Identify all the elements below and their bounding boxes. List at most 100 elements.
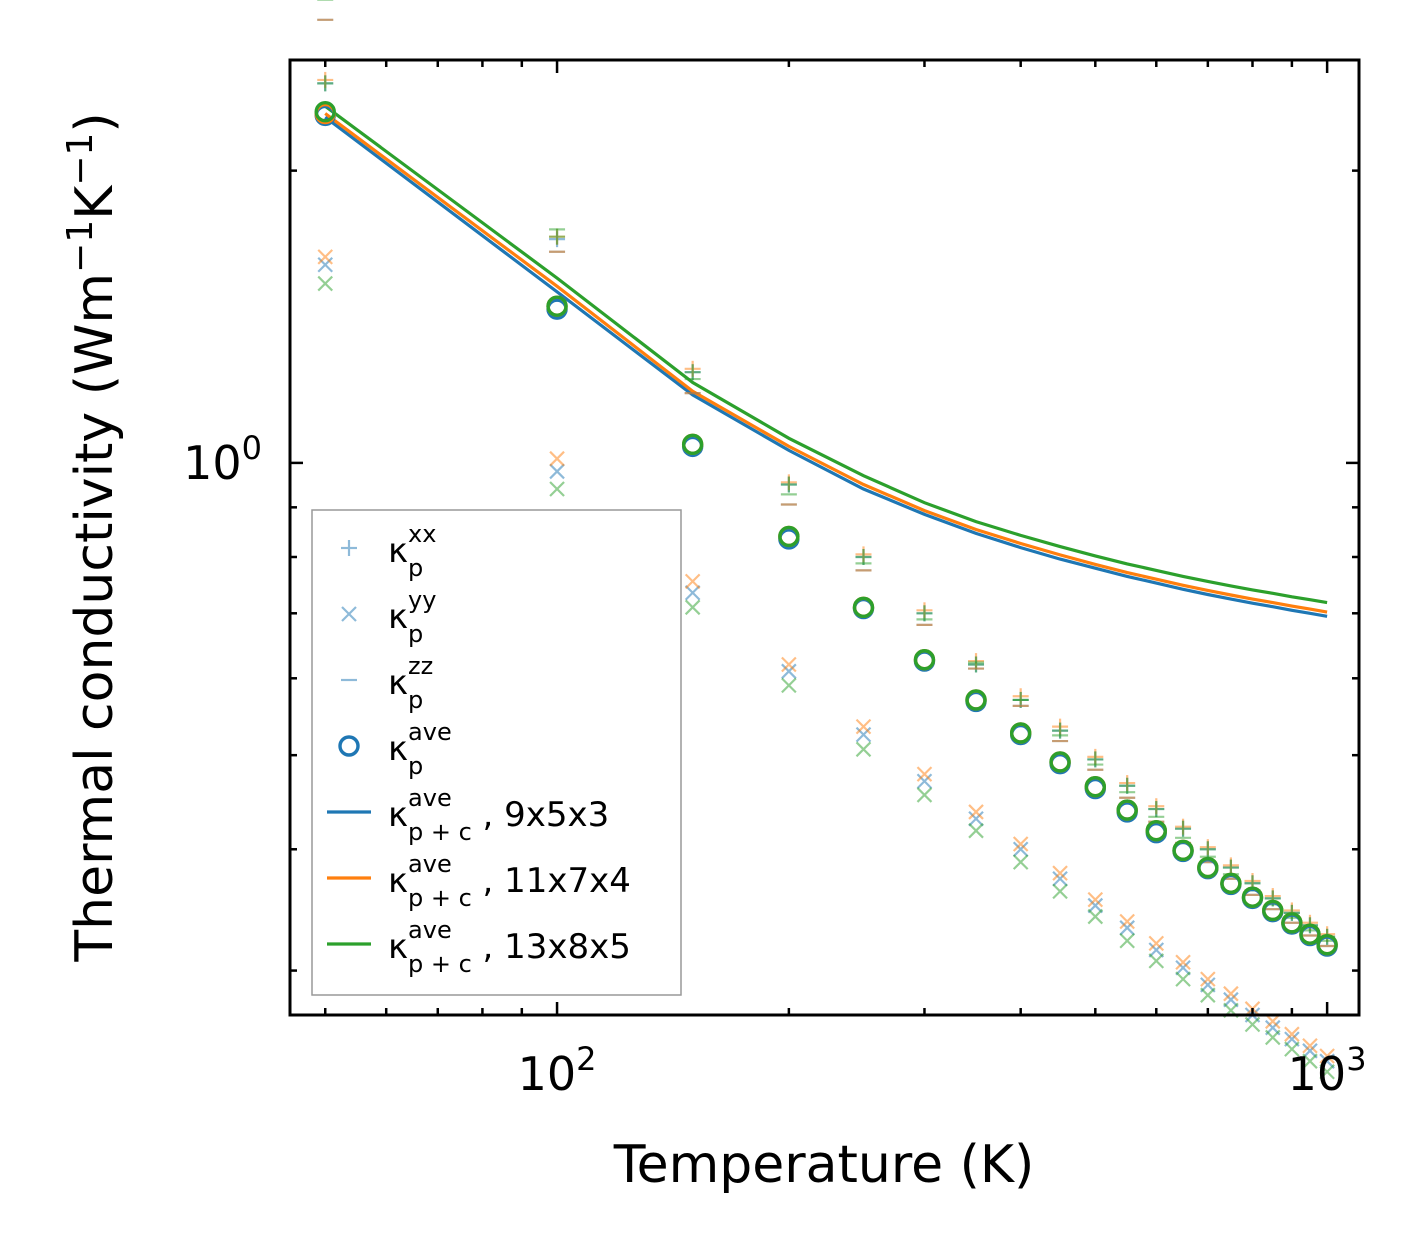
legend-marker-3 — [338, 735, 360, 757]
point-yy-blue-350 — [968, 810, 984, 827]
point-yy-blue-500 — [1087, 897, 1104, 914]
point-yy-blue-50 — [317, 256, 334, 273]
axes-frame — [288, 58, 1361, 1017]
point-yy-blue-150 — [684, 584, 701, 601]
point-yy-green-600 — [1148, 953, 1165, 969]
points-layer — [314, 0, 1338, 1080]
point-ave-green-350 — [965, 689, 987, 711]
point-yy-green-100 — [549, 481, 565, 497]
point-ave-green-400 — [1009, 722, 1032, 744]
point-yy-orange-550 — [1119, 913, 1135, 930]
y-axis-label: Thermal conductivity (Wm−1K−1) — [60, 112, 125, 962]
point-ave-green-750 — [1220, 872, 1242, 894]
point-yy-blue-100 — [549, 463, 565, 480]
point-yy-blue-450 — [1052, 870, 1068, 887]
y-axis-label-text: Thermal conductivity (Wm — [65, 273, 125, 963]
point-yy-green-550 — [1119, 932, 1135, 949]
legend-label-6: κave p + c, 13x8x5 — [388, 916, 631, 978]
point-xx-green-150 — [684, 364, 701, 381]
point-yy-green-700 — [1200, 987, 1216, 1003]
point-xx-green-650 — [1175, 820, 1192, 837]
point-ave-green-900 — [1281, 912, 1303, 934]
point-ave-green-300 — [913, 649, 936, 671]
point-ave-green-1000 — [1316, 933, 1338, 956]
legend-box — [311, 509, 682, 996]
point-yy-orange-700 — [1200, 971, 1216, 987]
point-ave-green-600 — [1145, 820, 1167, 842]
point-yy-blue-300 — [916, 773, 933, 790]
point-ave-green-150 — [681, 433, 704, 456]
point-yy-orange-350 — [968, 804, 984, 820]
point-yy-orange-500 — [1087, 891, 1104, 908]
point-yy-orange-50 — [317, 249, 334, 265]
point-yy-blue-650 — [1175, 959, 1191, 976]
x-axis-label: Temperature (K) — [613, 1135, 1035, 1195]
point-yy-orange-650 — [1175, 954, 1191, 971]
series-line-13x8x5 — [324, 104, 1328, 605]
point-xx-green-50 — [317, 75, 334, 92]
point-yy-green-300 — [916, 787, 933, 803]
point-ave-green-200 — [778, 525, 800, 548]
point-yy-green-200 — [781, 677, 797, 694]
point-xx-green-600 — [1148, 801, 1165, 818]
point-yy-green-900 — [1284, 1041, 1300, 1057]
series-line-11x7x4 — [324, 112, 1328, 614]
point-yy-blue-250 — [855, 726, 872, 743]
y-axis-label-exp1: −1 — [60, 220, 101, 273]
y-axis-label-exp2: −1 — [60, 133, 101, 186]
point-ave-green-50 — [314, 100, 336, 123]
point-xx-green-100 — [549, 228, 566, 245]
legend-marker-1 — [341, 606, 357, 622]
point-yy-green-450 — [1052, 883, 1068, 900]
point-yy-green-1000 — [1319, 1063, 1335, 1080]
point-xx-green-350 — [968, 656, 985, 673]
legend-label-2: κzz p — [388, 652, 433, 714]
series-line-9x5x3 — [324, 115, 1328, 618]
legend-label-1: κyy p — [388, 586, 436, 648]
point-yy-blue-550 — [1119, 920, 1135, 936]
legend-label-3: κave p — [388, 718, 452, 780]
point-ave-green-550 — [1116, 799, 1138, 821]
point-ave-green-950 — [1299, 923, 1321, 945]
point-yy-orange-150 — [684, 573, 701, 590]
point-ave-green-700 — [1197, 856, 1219, 879]
x-tick-label: 103 — [1288, 1040, 1367, 1101]
point-yy-orange-250 — [855, 718, 872, 735]
legend-marker-0 — [341, 540, 357, 556]
y-tick-label: 100 — [183, 429, 262, 490]
point-xx-green-700 — [1199, 841, 1216, 858]
point-yy-green-350 — [968, 822, 984, 839]
x-tick-label: 102 — [518, 1040, 597, 1101]
point-ave-green-250 — [852, 596, 875, 619]
point-yy-green-950 — [1302, 1053, 1318, 1069]
legend-label-5: κave p + c, 11x7x4 — [388, 850, 631, 912]
point-yy-orange-600 — [1148, 935, 1165, 952]
ticks-layer: 102 103 100 — [183, 60, 1367, 1101]
point-yy-green-250 — [855, 741, 872, 758]
point-yy-orange-850 — [1264, 1013, 1281, 1030]
lines-layer — [324, 104, 1328, 618]
point-yy-green-50 — [317, 275, 334, 292]
point-yy-green-500 — [1087, 908, 1104, 925]
legend-label-0: κxx p — [388, 520, 436, 582]
point-yy-orange-1000 — [1319, 1048, 1335, 1064]
point-yy-green-400 — [1012, 854, 1029, 870]
legend-label-4: κave p + c, 9x5x3 — [388, 784, 609, 846]
point-yy-orange-200 — [781, 656, 797, 673]
point-ave-green-650 — [1172, 839, 1194, 862]
point-ave-green-100 — [546, 295, 568, 317]
point-ave-green-450 — [1049, 751, 1071, 773]
y-axis-label-close: ) — [65, 112, 125, 132]
point-ave-green-500 — [1084, 775, 1107, 798]
point-ave-green-800 — [1241, 886, 1264, 908]
point-yy-blue-400 — [1012, 841, 1029, 858]
y-axis-label-k: K — [65, 184, 125, 220]
point-yy-orange-950 — [1302, 1037, 1318, 1054]
point-yy-orange-400 — [1012, 836, 1029, 852]
point-yy-green-150 — [684, 599, 701, 616]
point-yy-orange-750 — [1223, 985, 1239, 1002]
point-yy-orange-450 — [1052, 865, 1068, 881]
point-yy-green-800 — [1244, 1016, 1261, 1033]
